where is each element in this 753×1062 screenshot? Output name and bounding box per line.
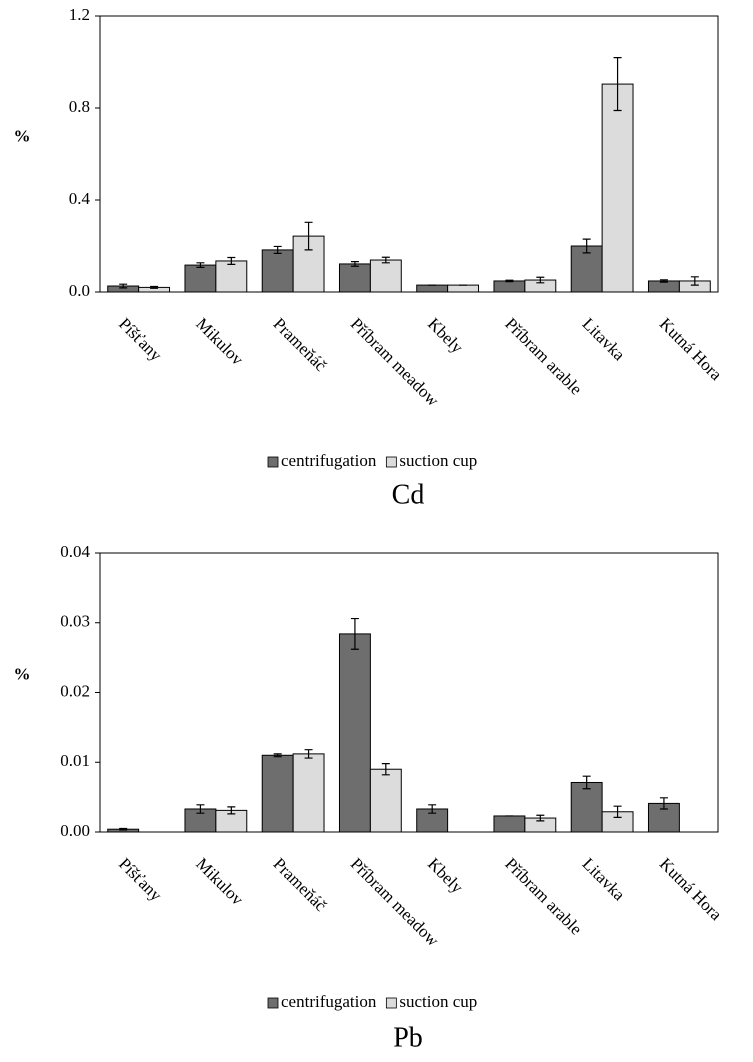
legend-label: centrifugation bbox=[281, 451, 377, 470]
y-tick-label: 0.4 bbox=[69, 189, 91, 208]
y-tick-label: 0.00 bbox=[60, 821, 90, 840]
legend-label: suction cup bbox=[399, 451, 477, 470]
error-bar bbox=[304, 749, 313, 759]
x-tick-label: Píšťany bbox=[115, 314, 166, 365]
error-bar bbox=[690, 276, 699, 286]
x-tick-label: Kutná Hora bbox=[656, 314, 726, 384]
chart-title: Cd bbox=[392, 479, 425, 510]
bar bbox=[338, 263, 371, 293]
error-bar bbox=[196, 262, 205, 268]
bar bbox=[261, 249, 294, 293]
bar bbox=[215, 260, 248, 293]
error-bar bbox=[381, 763, 390, 776]
y-tick-label: 0.02 bbox=[60, 681, 90, 700]
error-bar bbox=[150, 285, 159, 289]
bar bbox=[570, 245, 603, 293]
legend-label: centrifugation bbox=[281, 992, 377, 1011]
x-tick-label: Píšťany bbox=[115, 854, 166, 905]
y-tick-label: 0.8 bbox=[69, 97, 90, 116]
y-tick-label: 0.0 bbox=[69, 281, 90, 300]
error-bar bbox=[350, 261, 359, 267]
y-axis-label: % bbox=[14, 126, 31, 145]
legend-swatch bbox=[385, 456, 397, 468]
bar bbox=[338, 633, 371, 833]
bar bbox=[261, 754, 294, 833]
x-tick-label: Prameňáč bbox=[270, 854, 331, 915]
error-bar bbox=[536, 814, 545, 822]
x-tick-label: Litavka bbox=[579, 854, 629, 904]
error-bar bbox=[227, 806, 236, 815]
bar bbox=[416, 284, 449, 293]
error-bar bbox=[273, 245, 282, 254]
error-bar bbox=[505, 279, 514, 283]
bar bbox=[601, 83, 634, 293]
legend-swatch bbox=[267, 997, 279, 1009]
error-bar bbox=[119, 827, 128, 831]
legend-label: suction cup bbox=[399, 992, 477, 1011]
error-bar bbox=[304, 221, 313, 251]
error-bar bbox=[659, 797, 668, 810]
x-tick-label: Příbram arable bbox=[501, 854, 586, 939]
x-tick-label: Mikulov bbox=[192, 314, 247, 369]
y-tick-label: 0.03 bbox=[60, 612, 90, 631]
x-tick-label: Mikulov bbox=[192, 854, 247, 909]
bar bbox=[369, 768, 402, 833]
error-bar bbox=[582, 238, 591, 254]
error-bar bbox=[381, 256, 390, 264]
bar bbox=[292, 753, 325, 833]
y-axis-label: % bbox=[14, 665, 31, 684]
bar bbox=[447, 284, 480, 293]
x-tick-label: Kbely bbox=[424, 854, 467, 897]
chart-title: Pb bbox=[393, 1022, 423, 1053]
plot-frame bbox=[99, 15, 719, 293]
x-tick-label: Litavka bbox=[579, 314, 629, 364]
error-bar bbox=[582, 775, 591, 790]
error-bar bbox=[227, 256, 236, 265]
bar bbox=[184, 264, 217, 293]
legend-swatch bbox=[385, 997, 397, 1009]
y-tick-label: 1.2 bbox=[69, 5, 90, 24]
error-bar bbox=[536, 276, 545, 284]
error-bar bbox=[196, 804, 205, 814]
error-bar bbox=[659, 279, 668, 283]
error-bar bbox=[350, 617, 359, 650]
bar bbox=[493, 815, 526, 833]
x-tick-label: Kutná Hora bbox=[656, 854, 726, 924]
x-tick-label: Prameňáč bbox=[270, 314, 331, 375]
error-bar bbox=[428, 804, 437, 814]
bar bbox=[493, 280, 526, 293]
bar bbox=[570, 781, 603, 833]
x-tick-label: Kbely bbox=[424, 314, 467, 357]
error-bar bbox=[273, 753, 282, 758]
error-bar bbox=[119, 283, 128, 289]
plot-frame bbox=[99, 552, 719, 833]
bar bbox=[369, 259, 402, 293]
error-bar bbox=[613, 57, 622, 112]
error-bar bbox=[613, 805, 622, 818]
legend-swatch bbox=[267, 456, 279, 468]
x-tick-label: Příbram arable bbox=[501, 314, 586, 399]
y-tick-label: 0.01 bbox=[60, 751, 90, 770]
y-tick-label: 0.04 bbox=[60, 542, 90, 561]
